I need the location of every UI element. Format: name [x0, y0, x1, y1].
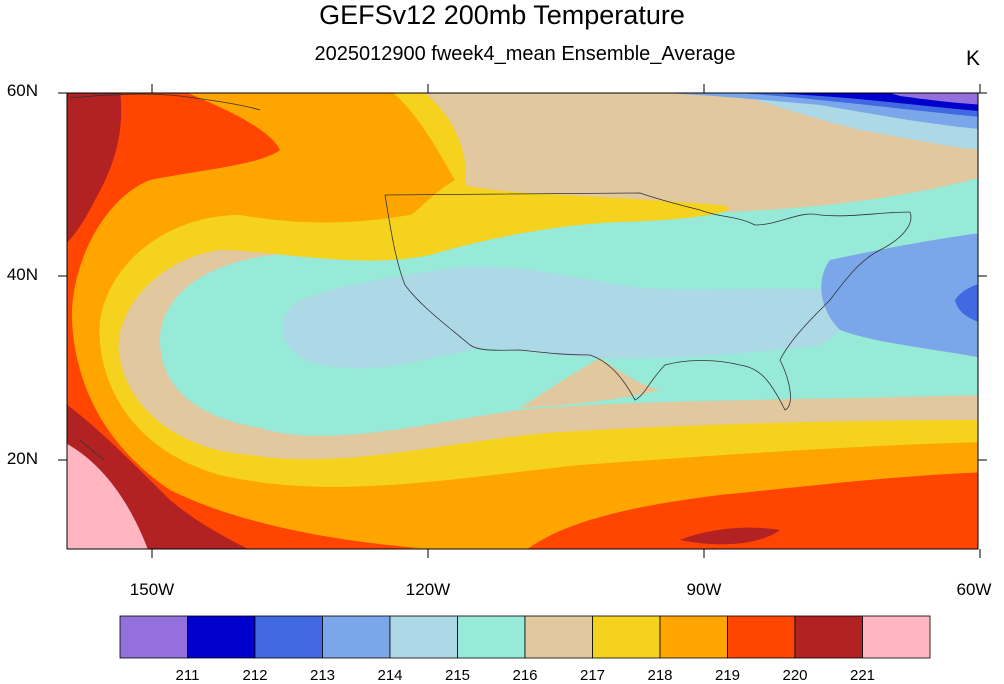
colorbar-swatch — [794, 615, 863, 659]
lon-label-90w: 90W — [686, 580, 722, 599]
lat-label-60n: 60N — [6, 81, 38, 100]
colorbar-label: 215 — [444, 667, 471, 684]
units-label: K — [966, 47, 981, 70]
fill-warmest — [67, 443, 148, 549]
lat-label-20n: 20N — [6, 449, 38, 468]
chart-title: GEFSv12 200mb Temperature — [319, 0, 685, 30]
colorbar-label: 217 — [579, 667, 606, 684]
colorbar-label: 211 — [175, 667, 200, 684]
colorbar-swatch — [457, 615, 526, 659]
colorbar-label: 216 — [512, 667, 538, 684]
colorbar-label: 212 — [242, 667, 268, 684]
contour-fills — [67, 93, 978, 549]
fill-215-central — [282, 266, 849, 369]
map-frame — [66, 92, 979, 550]
colorbar-swatch — [322, 615, 391, 659]
colorbar-swatch — [727, 615, 796, 659]
colorbar-label: 219 — [714, 667, 741, 684]
lat-label-40n: 40N — [6, 265, 38, 284]
colorbar-label: 220 — [782, 667, 808, 684]
fill-221-north — [67, 93, 122, 243]
axis-ticks — [58, 84, 987, 558]
coastlines — [69, 93, 912, 461]
fill-211-north — [890, 93, 978, 105]
lon-label-60w: 60W — [956, 580, 992, 599]
lon-label-120w: 120W — [405, 580, 451, 599]
fill-213-east — [955, 284, 978, 322]
fill-221-south — [680, 527, 780, 545]
fill-217-gulf — [520, 358, 660, 408]
colorbar-swatch — [389, 615, 458, 659]
colorbar-swatch — [254, 615, 323, 659]
colorbar-swatch — [187, 615, 256, 659]
colorbar-swatch — [862, 615, 931, 659]
colorbar-label: 218 — [647, 667, 673, 684]
chart-subtitle: 2025012900 fweek4_mean Ensemble_Average — [314, 43, 736, 65]
lon-label-150w: 150W — [129, 580, 175, 599]
colorbar-label: 213 — [309, 667, 336, 684]
colorbar-swatch — [524, 615, 593, 659]
fill-220-south — [527, 472, 978, 549]
colorbar-swatch — [659, 615, 728, 659]
colorbar-swatch — [592, 615, 661, 659]
colorbar-label: 221 — [849, 667, 876, 684]
fill-219 — [67, 93, 978, 549]
colorbar-swatch — [119, 615, 188, 659]
colorbar — [119, 615, 931, 659]
colorbar-label: 214 — [377, 667, 403, 684]
